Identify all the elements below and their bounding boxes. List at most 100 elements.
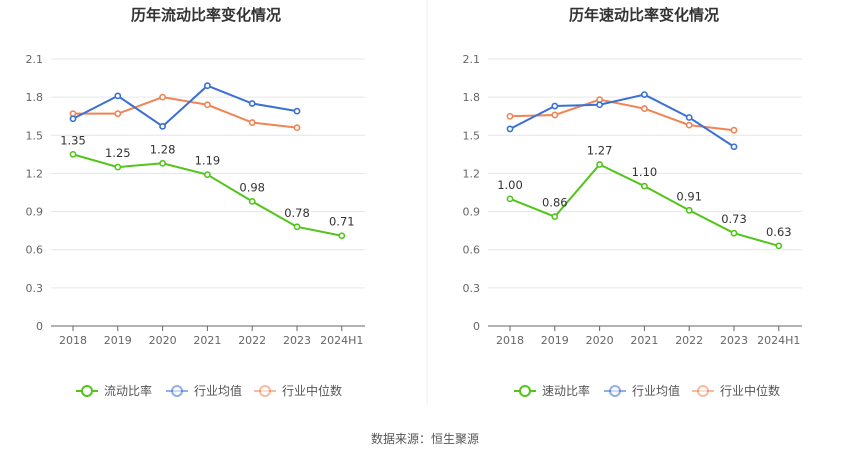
- legend-item: 行业均值: [166, 383, 242, 398]
- series-速动比率: [506, 161, 783, 250]
- x-tick-label: 2021: [630, 334, 658, 347]
- series-行业均值: [69, 82, 301, 130]
- data-point: [685, 121, 693, 129]
- data-point: [596, 101, 603, 109]
- data-label: 1.35: [60, 133, 86, 147]
- series-line: [72, 84, 298, 128]
- y-tick-label: 1.5: [463, 129, 481, 142]
- x-tick-label: 2024H1: [320, 334, 363, 347]
- legend-swatch-marker: [697, 385, 709, 397]
- y-tick-label: 1.5: [26, 129, 44, 142]
- data-point: [730, 126, 738, 134]
- x-tick-label: 2021: [193, 334, 221, 347]
- data-point: [506, 125, 514, 133]
- legend-item: 速动比率: [514, 383, 590, 398]
- data-point: [114, 92, 122, 100]
- data-point: [159, 122, 166, 130]
- data-point: [730, 143, 738, 151]
- y-tick-label: 1.8: [463, 91, 481, 104]
- data-point: [293, 223, 301, 231]
- legend-label: 速动比率: [542, 383, 590, 398]
- data-point: [775, 242, 783, 250]
- legend-swatch-marker: [259, 385, 271, 397]
- legend-label: 流动比率: [104, 383, 152, 398]
- legend-item: 流动比率: [76, 383, 152, 398]
- data-point: [293, 107, 301, 115]
- y-tick-label: 0: [36, 320, 43, 333]
- x-tick-label: 2020: [149, 334, 177, 347]
- data-point: [641, 182, 648, 190]
- legend-item: 行业中位数: [254, 383, 342, 398]
- data-point: [506, 195, 514, 203]
- data-point: [641, 105, 648, 112]
- series-行业中位数: [69, 93, 301, 132]
- legend-item: 行业均值: [604, 383, 680, 398]
- data-point: [551, 213, 559, 221]
- data-label: 0.63: [766, 225, 792, 239]
- data-label: 1.10: [632, 165, 658, 179]
- x-tick-label: 2024H1: [757, 334, 800, 347]
- series-流动比率: [69, 150, 346, 240]
- y-tick-label: 0.9: [463, 206, 481, 219]
- legend-label: 行业均值: [632, 383, 680, 398]
- y-tick-label: 0.3: [26, 282, 44, 295]
- legend-label: 行业中位数: [282, 383, 342, 398]
- legend-label: 行业均值: [194, 383, 242, 398]
- data-point: [338, 232, 346, 240]
- y-tick-label: 2.1: [26, 53, 44, 66]
- data-point: [685, 206, 693, 214]
- chart-title: 历年流动比率变化情况: [131, 6, 281, 24]
- data-point: [506, 112, 514, 120]
- legend-swatch-marker: [81, 385, 93, 397]
- data-source-note: 数据来源：恒生聚源: [370, 432, 479, 446]
- y-tick-label: 0.6: [463, 244, 481, 257]
- legend-item: 行业中位数: [692, 383, 780, 398]
- data-point: [641, 91, 648, 98]
- data-point: [203, 171, 211, 179]
- data-point: [596, 161, 603, 168]
- y-tick-label: 1.2: [463, 167, 481, 180]
- x-tick-label: 2020: [586, 334, 614, 347]
- data-label: 0.73: [721, 212, 747, 226]
- data-point: [685, 114, 693, 121]
- data-point: [203, 82, 211, 90]
- data-label: 0.78: [284, 206, 310, 220]
- series-line: [509, 93, 735, 148]
- data-point: [551, 111, 559, 119]
- y-tick-label: 1.8: [26, 91, 44, 104]
- data-label: 0.98: [239, 180, 265, 194]
- data-point: [114, 163, 122, 171]
- data-point: [203, 101, 211, 109]
- data-point: [551, 102, 559, 110]
- x-tick-label: 2022: [238, 334, 266, 347]
- data-label: 0.71: [329, 215, 355, 229]
- data-point: [69, 150, 77, 158]
- legend-label: 行业中位数: [720, 383, 780, 398]
- legend-swatch-marker: [609, 385, 621, 397]
- data-point: [114, 110, 122, 118]
- x-tick-label: 2019: [104, 334, 132, 347]
- x-tick-label: 2019: [541, 334, 569, 347]
- x-tick-label: 2018: [59, 334, 87, 347]
- data-point: [248, 197, 256, 205]
- series-line: [509, 98, 735, 132]
- x-tick-label: 2022: [675, 334, 703, 347]
- data-label: 1.28: [150, 142, 176, 156]
- chart-title: 历年速动比率变化情况: [569, 6, 719, 24]
- x-tick-label: 2023: [283, 334, 311, 347]
- data-point: [730, 229, 738, 237]
- data-label: 0.91: [676, 189, 702, 203]
- chart-1: 历年流动比率变化情况 0 0.3 0.6 0.9 1.2 1.5 1.8 2.1 2018 2019…: [26, 6, 365, 398]
- data-label: 1.27: [587, 144, 613, 158]
- data-point: [159, 159, 166, 167]
- data-point: [159, 93, 166, 101]
- y-tick-label: 0.9: [26, 206, 44, 219]
- y-tick-label: 0.3: [463, 282, 481, 295]
- data-label: 1.00: [497, 178, 523, 192]
- series-行业均值: [506, 91, 738, 151]
- x-tick-label: 2023: [720, 334, 748, 347]
- data-point: [248, 100, 256, 107]
- legend-swatch-marker: [171, 385, 183, 397]
- x-tick-label: 2018: [496, 334, 524, 347]
